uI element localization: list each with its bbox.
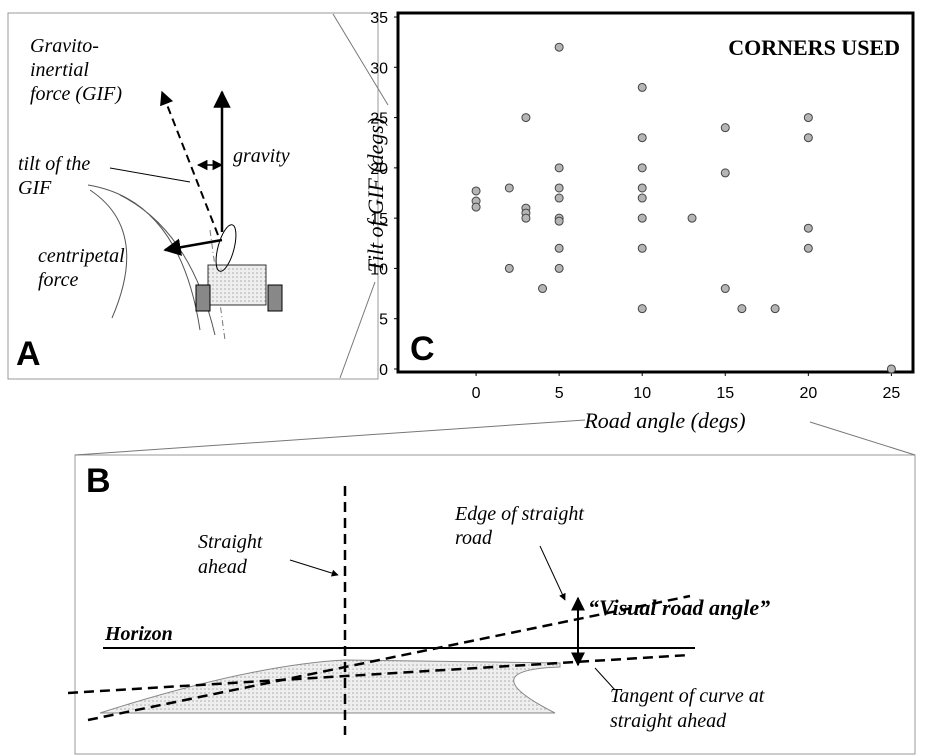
- point: [554, 193, 564, 203]
- panel-label: A: [16, 335, 41, 373]
- x-tick-label: 0: [472, 385, 481, 402]
- car-body: [207, 264, 267, 306]
- y-tick-label: 0: [379, 362, 388, 379]
- point: [637, 193, 647, 203]
- y-axis-label: Tilt of GIF (degs): [363, 118, 388, 273]
- panel-a: Gravito- inertial force (GIF) gravity ti…: [7, 12, 389, 380]
- point: [554, 163, 564, 173]
- tilt-label: GIF: [18, 177, 52, 199]
- y-tick-label: 15: [370, 211, 388, 228]
- point: [770, 304, 780, 314]
- x-axis-label: Road angle (degs): [583, 408, 745, 433]
- connector: [339, 281, 376, 379]
- chart-title: CORNERS USED: [728, 35, 900, 60]
- panel-b-frame: [74, 454, 916, 755]
- point: [720, 168, 730, 178]
- x-tick-label: 25: [883, 385, 901, 402]
- pointer: [539, 545, 566, 601]
- gif-label: inertial: [30, 59, 89, 81]
- y-tick-label: 20: [370, 161, 388, 178]
- y-tick-label: 25: [370, 111, 388, 128]
- connector: [332, 13, 389, 106]
- point: [554, 183, 564, 193]
- point: [521, 213, 531, 223]
- point: [803, 243, 813, 253]
- plot-frame: [396, 11, 915, 374]
- y-tick-label: 30: [370, 60, 388, 77]
- centripetal-label: force: [38, 269, 78, 291]
- point: [637, 133, 647, 143]
- horizon-label: Horizon: [104, 623, 173, 645]
- centripetal-label: centripetal: [38, 245, 125, 267]
- gif-label: Gravito-: [30, 35, 99, 57]
- point: [637, 163, 647, 173]
- angle-label: “Visual road angle”: [588, 595, 770, 620]
- point: [554, 42, 564, 52]
- point: [637, 82, 647, 92]
- point: [803, 223, 813, 233]
- point: [504, 263, 514, 273]
- tangent-label: Tangent of curve at: [610, 685, 765, 707]
- centripetal-arrow: [163, 238, 223, 256]
- point: [637, 213, 647, 223]
- panel-a-frame: [7, 12, 379, 380]
- point: [471, 202, 481, 212]
- x-tick-label: 10: [633, 385, 651, 402]
- point: [687, 213, 697, 223]
- tangent-line: [67, 653, 691, 695]
- point: [538, 284, 548, 294]
- point: [521, 113, 531, 123]
- point: [803, 133, 813, 143]
- gif-arrow: [160, 90, 219, 236]
- point: [720, 284, 730, 294]
- point: [471, 186, 481, 196]
- point: [720, 123, 730, 133]
- point: [554, 216, 564, 226]
- point: [637, 304, 647, 314]
- connector: [74, 419, 586, 456]
- y-tick-label: 10: [370, 261, 388, 278]
- point: [886, 364, 896, 374]
- panel-b: B Horizon Straight ahead Edge of straigh…: [67, 419, 916, 755]
- road-shape: [99, 659, 561, 714]
- point: [637, 243, 647, 253]
- pointer: [289, 559, 339, 577]
- edge-line: [87, 594, 691, 722]
- point: [554, 243, 564, 253]
- straight-label: Straight: [198, 531, 263, 553]
- y-tick-label: 35: [370, 10, 388, 27]
- connector: [809, 421, 916, 456]
- wheel: [267, 284, 283, 312]
- point: [803, 113, 813, 123]
- pointer: [594, 667, 616, 691]
- point: [554, 263, 564, 273]
- edge-label: road: [455, 527, 493, 549]
- point: [737, 304, 747, 314]
- point: [504, 183, 514, 193]
- panel-c: CORNERS USED C Road angle (degs) Tilt of…: [363, 10, 915, 433]
- x-tick-label: 5: [555, 385, 564, 402]
- edge-label: Edge of straight: [454, 503, 584, 525]
- tilt-label: tilt of the: [18, 153, 90, 175]
- gif-label: force (GIF): [30, 83, 122, 105]
- x-tick-label: 20: [799, 385, 817, 402]
- y-tick-label: 5: [379, 312, 388, 329]
- x-tick-label: 15: [716, 385, 734, 402]
- straight-label: ahead: [198, 556, 248, 578]
- tilt-pointer: [109, 167, 191, 183]
- tangent-label: straight ahead: [610, 710, 727, 732]
- panel-label: C: [410, 330, 435, 368]
- panel-label: B: [86, 462, 111, 500]
- wheel: [195, 284, 211, 312]
- gravity-label: gravity: [233, 145, 290, 167]
- head: [215, 224, 237, 272]
- point: [637, 183, 647, 193]
